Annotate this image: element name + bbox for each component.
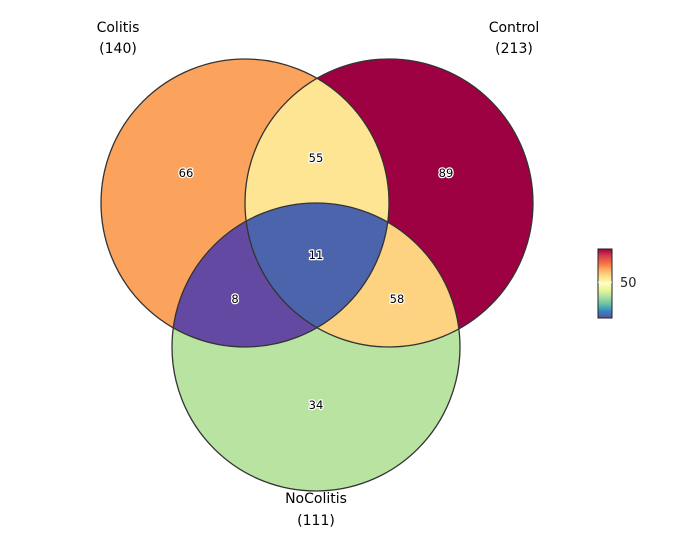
set-outline-control [244, 58, 534, 348]
color-legend: 50 [597, 248, 637, 319]
count-colitis-control: 55 [309, 151, 324, 165]
set-name-control: Control [489, 20, 540, 36]
set-outline-nocolitis [171, 202, 461, 492]
legend-tick-label: 50 [620, 276, 637, 291]
set-count-nocolitis: (111) [297, 513, 335, 529]
count-control-only: 89 [439, 166, 454, 180]
count-all-three: 11 [309, 248, 324, 262]
region-control-nocolitis [245, 203, 460, 347]
count-nocolitis-only: 34 [309, 398, 324, 412]
set-name-nocolitis: NoColitis [285, 491, 347, 507]
legend-colorbar [597, 248, 613, 319]
count-control-nocolitis: 58 [390, 292, 405, 306]
count-colitis-only: 66 [179, 166, 194, 180]
set-count-colitis: (140) [99, 41, 137, 57]
set-count-control: (213) [495, 41, 533, 57]
count-colitis-nocolitis: 8 [231, 292, 238, 306]
set-outline-colitis [100, 58, 390, 348]
set-name-colitis: Colitis [97, 20, 140, 36]
